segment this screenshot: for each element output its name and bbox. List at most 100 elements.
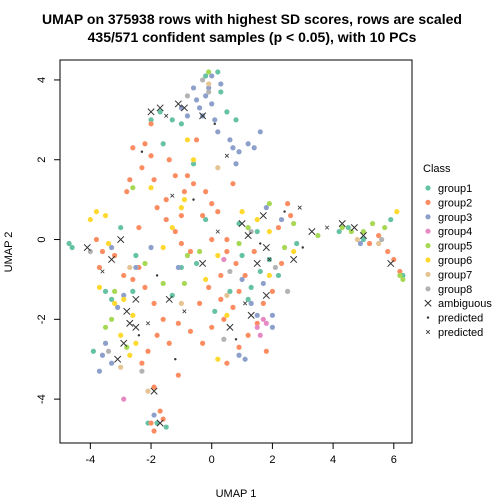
point-group6-5-16 <box>254 216 260 223</box>
point-group3-2-1 <box>196 105 203 111</box>
point-group1-0-1 <box>215 69 221 75</box>
point-group3-2-33 <box>209 73 215 79</box>
legend-marker-group1-0 <box>425 185 431 191</box>
point-group8-7-5 <box>272 264 279 271</box>
legend-label-predicted-9: predicted <box>438 313 483 325</box>
point-group2-1-5 <box>172 173 178 179</box>
x-tick-label-5: 6 <box>391 454 397 466</box>
point-group1-0-21 <box>336 228 342 235</box>
point-group7-6-6 <box>376 240 382 247</box>
x-tick-label-4: 4 <box>330 454 336 466</box>
point-group2-1-69 <box>136 224 142 231</box>
point-group5-4-3 <box>142 260 148 267</box>
point-group2-1-44 <box>245 332 251 338</box>
point-group3-2-23 <box>96 368 103 374</box>
legend-marker-group2-1 <box>425 199 431 205</box>
legend-label-group3-2: group3 <box>438 212 472 224</box>
point-group6-5-17 <box>266 228 272 235</box>
y-axis-label: UMAP 2 <box>3 232 15 273</box>
point-group2-1-15 <box>209 201 215 207</box>
point-group3-2-40 <box>133 264 139 271</box>
point-group1-0-41 <box>130 288 136 294</box>
point-ambiguous-8-24 <box>387 259 395 268</box>
point-group6-5-4 <box>96 284 103 291</box>
point-group3-2-21 <box>99 352 106 358</box>
point-group2-1-38 <box>206 284 212 291</box>
point-group5-4-18 <box>130 185 136 191</box>
point-group6-5-25 <box>160 244 166 251</box>
point-group5-4-23 <box>108 316 115 322</box>
point-ambiguous-8-1 <box>156 104 164 112</box>
legend-label-group5-4: group5 <box>438 241 472 253</box>
point-group1-0-29 <box>227 288 233 294</box>
point-group1-0-11 <box>133 252 139 259</box>
point-group1-0-27 <box>108 296 115 302</box>
point-group2-1-28 <box>145 348 151 354</box>
point-group5-4-11 <box>339 224 345 231</box>
point-ambiguous-8-10 <box>114 355 122 363</box>
point-group2-1-33 <box>200 340 206 346</box>
point-ambiguous-8-6 <box>117 235 125 244</box>
point-ambiguous-8-13 <box>165 295 173 303</box>
point-group2-1-51 <box>288 212 294 219</box>
point-group2-1-61 <box>148 420 154 426</box>
point-group5-4-2 <box>112 288 118 294</box>
legend-entry-group2-1: group2 <box>425 197 472 209</box>
point-group5-4-15 <box>397 272 403 279</box>
point-group5-4-8 <box>245 224 251 231</box>
point-group8-7-9 <box>184 93 191 99</box>
point-group2-1-45 <box>236 344 242 350</box>
point-group2-1-57 <box>151 384 157 390</box>
point-group3-2-12 <box>245 141 251 147</box>
point-group3-2-0 <box>193 97 200 103</box>
point-group3-2-31 <box>242 356 248 362</box>
point-group2-1-29 <box>139 360 145 366</box>
point-group3-2-18 <box>121 292 127 298</box>
point-group2-1-10 <box>163 216 169 223</box>
point-group3-2-24 <box>239 276 245 283</box>
point-group5-4-5 <box>184 252 191 259</box>
legend-marker-group5-4 <box>425 243 431 249</box>
point-group2-1-47 <box>260 300 266 306</box>
point-group2-1-34 <box>209 324 215 330</box>
point-group6-5-22 <box>169 224 175 231</box>
point-group2-1-19 <box>124 189 130 195</box>
chart-title-line-2: 435/571 confident samples (p < 0.05), wi… <box>88 29 417 45</box>
point-predicted-9-8 <box>234 338 238 341</box>
point-group3-2-11 <box>236 149 242 155</box>
point-group2-1-11 <box>172 228 178 235</box>
point-group2-1-35 <box>221 316 227 322</box>
point-group6-5-24 <box>148 185 154 191</box>
point-group6-5-3 <box>105 240 112 247</box>
legend-label-group2-1: group2 <box>438 197 472 209</box>
point-group3-2-36 <box>269 324 276 330</box>
point-predicted-9-9 <box>174 358 177 361</box>
point-group2-1-31 <box>175 320 181 326</box>
legend-marker-group4-3 <box>425 228 431 234</box>
y-axis: -4 -2 0 2 4 <box>36 77 61 404</box>
point-group7-6-5 <box>354 236 360 243</box>
point-ambiguous-8-22 <box>350 224 358 232</box>
point-group8-7-11 <box>284 288 291 294</box>
point-group2-1-59 <box>157 408 163 414</box>
point-group7-6-0 <box>206 81 212 87</box>
point-predicted-10-0 <box>164 113 169 118</box>
point-ambiguous-8-14 <box>238 220 246 228</box>
point-group2-1-49 <box>278 260 285 267</box>
point-group5-4-19 <box>266 201 272 207</box>
point-group5-4-12 <box>348 228 354 235</box>
legend-marker-predicted-10 <box>425 329 431 335</box>
point-group8-7-7 <box>248 228 254 235</box>
point-predicted-9-6 <box>283 210 286 213</box>
point-group2-1-68 <box>193 137 200 143</box>
point-group6-5-9 <box>133 340 139 346</box>
point-ambiguous-8-11 <box>132 323 140 331</box>
point-group1-0-18 <box>257 268 263 275</box>
point-group2-1-21 <box>121 272 127 279</box>
point-group6-5-26 <box>184 137 191 143</box>
legend-label-predicted-10: predicted <box>438 327 483 339</box>
point-ambiguous-8-21 <box>338 220 346 228</box>
point-predicted-10-10 <box>170 193 175 198</box>
point-group5-4-6 <box>196 248 203 255</box>
point-group7-6-1 <box>145 388 151 394</box>
